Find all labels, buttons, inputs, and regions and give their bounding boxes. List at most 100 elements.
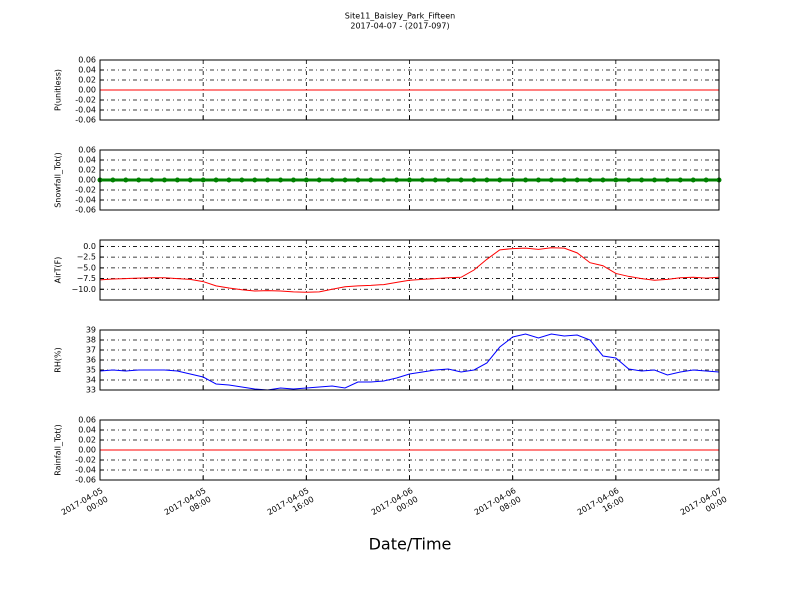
- y-tick-label: -0.04: [75, 106, 96, 115]
- y-tick-label: -0.02: [75, 456, 96, 465]
- data-point: [110, 177, 116, 183]
- data-point: [149, 177, 155, 183]
- y-tick-label: 0.06: [78, 56, 96, 65]
- data-point: [613, 177, 619, 183]
- panel: -0.06-0.04-0.020.000.020.040.06 P(unitles…: [54, 56, 720, 125]
- y-tick-label: 0.04: [78, 156, 96, 165]
- data-point: [174, 177, 180, 183]
- data-point: [355, 177, 361, 183]
- data-point: [703, 177, 709, 183]
- y-tick-label: 0.04: [78, 66, 96, 75]
- data-point: [600, 177, 606, 183]
- data-point: [458, 177, 464, 183]
- data-point: [497, 177, 503, 183]
- data-point: [265, 177, 271, 183]
- panel: -0.06-0.04-0.020.000.020.040.06 Snowfall_…: [54, 146, 722, 215]
- y-tick-label: -0.02: [75, 186, 96, 195]
- data-point: [278, 177, 284, 183]
- y-tick-label: −2.5: [77, 253, 96, 262]
- y-tick-label: 0.06: [78, 416, 96, 425]
- data-point: [161, 177, 167, 183]
- data-point: [587, 177, 593, 183]
- y-tick-label: 37: [86, 346, 96, 355]
- y-tick-label: -0.04: [75, 466, 96, 475]
- data-point: [664, 177, 670, 183]
- y-tick-label: −10.0: [71, 285, 96, 294]
- y-tick-label: −5.0: [77, 263, 96, 272]
- y-tick-label: 0.00: [78, 86, 96, 95]
- data-point: [381, 177, 387, 183]
- data-point: [626, 177, 632, 183]
- chart-title: Site11_Baisley_Park_Fifteen: [345, 12, 455, 21]
- y-axis-label: P(unitless): [54, 69, 63, 111]
- data-point: [561, 177, 567, 183]
- y-tick-label: 33: [86, 386, 96, 395]
- y-tick-label: -0.02: [75, 96, 96, 105]
- plot-frame: [99, 419, 720, 481]
- y-tick-label: 36: [86, 356, 96, 365]
- y-tick-label: 0.02: [78, 76, 96, 85]
- data-point: [342, 177, 348, 183]
- y-tick-label: 35: [86, 366, 96, 375]
- data-line: [99, 333, 720, 391]
- plot-frame: [99, 239, 720, 301]
- y-axis-label: Rainfall_Tot(): [54, 424, 63, 476]
- data-point: [484, 177, 490, 183]
- y-tick-label: 0.00: [78, 446, 96, 455]
- data-point: [329, 177, 335, 183]
- x-axis-label: Date/Time: [369, 535, 452, 554]
- y-tick-label: 38: [86, 336, 96, 345]
- data-point: [187, 177, 193, 183]
- data-point: [419, 177, 425, 183]
- y-tick-label: 0.02: [78, 436, 96, 445]
- y-axis-label: RH(%): [54, 347, 63, 372]
- plot-frame: [99, 329, 720, 391]
- panel: -0.06-0.04-0.020.000.020.040.06 Rainfall_…: [54, 416, 720, 485]
- data-point: [432, 177, 438, 183]
- data-point: [639, 177, 645, 183]
- y-tick-label: -0.06: [75, 476, 96, 485]
- y-tick-label: 39: [86, 326, 96, 335]
- chart-subtitle: 2017-04-07 - (2017-097): [350, 22, 449, 31]
- y-tick-label: 34: [86, 376, 96, 385]
- y-tick-label: −7.5: [77, 274, 96, 283]
- y-tick-label: 0.06: [78, 146, 96, 155]
- data-point: [226, 177, 232, 183]
- data-point: [445, 177, 451, 183]
- plot-frame: [99, 59, 720, 121]
- y-tick-label: 0.00: [78, 176, 96, 185]
- panel: −10.0 −7.5 −5.0−2.5 0.0 AirT(F): [54, 239, 720, 301]
- data-point: [368, 177, 374, 183]
- data-point: [316, 177, 322, 183]
- data-point: [407, 177, 412, 183]
- data-point: [523, 177, 529, 183]
- y-tick-label: 0.0: [83, 242, 96, 251]
- data-line: [99, 247, 720, 293]
- data-point: [213, 177, 219, 183]
- data-point: [690, 177, 696, 183]
- y-tick-label: 0.04: [78, 426, 96, 435]
- data-point: [394, 177, 400, 183]
- data-point: [252, 177, 258, 183]
- y-tick-label: -0.06: [75, 206, 96, 215]
- data-point: [200, 177, 206, 183]
- data-point: [548, 177, 554, 183]
- y-tick-label: -0.04: [75, 196, 96, 205]
- data-point: [290, 177, 296, 183]
- data-point: [239, 177, 245, 183]
- data-point: [136, 177, 142, 183]
- data-point: [535, 177, 541, 183]
- y-axis-label: AirT(F): [54, 257, 63, 284]
- data-point: [652, 177, 658, 183]
- data-point: [303, 177, 309, 183]
- y-tick-label: -0.06: [75, 116, 96, 125]
- plot-frame: [99, 149, 720, 211]
- y-tick-label: 0.02: [78, 166, 96, 175]
- data-point: [510, 177, 516, 183]
- y-axis-label: Snowfall_Tot(): [54, 152, 63, 208]
- data-point: [677, 177, 683, 183]
- data-point: [471, 177, 477, 183]
